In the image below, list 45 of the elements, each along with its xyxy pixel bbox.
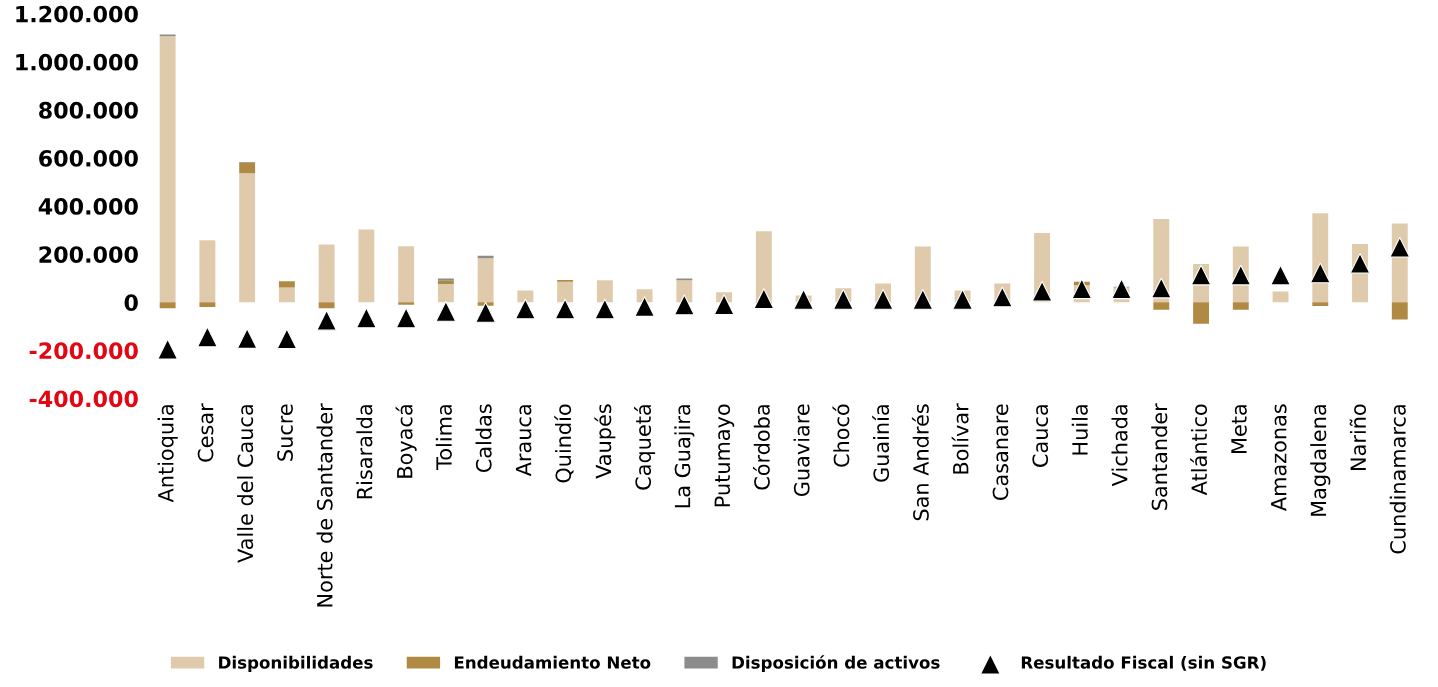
y-tick-label: 1.200.000 xyxy=(16,5,138,23)
x-tick-label: San Andrés xyxy=(911,404,929,521)
x-tick-label: Amazonas xyxy=(1271,404,1287,511)
y-tick-label: 200.000 xyxy=(39,246,138,263)
x-tick-label: Norte de Santander xyxy=(316,403,333,607)
x-tick-label: Caquetá xyxy=(634,405,656,490)
y-tick-label: 600.000 xyxy=(39,149,138,167)
x-tick-label: Bolívar xyxy=(951,403,969,474)
x-tick-label: Valle del Cauca xyxy=(237,405,254,563)
x-tick-label: Vaupés xyxy=(594,404,616,479)
x-tick-label: Caldas xyxy=(475,404,492,473)
y-tick-label: -400.000 xyxy=(29,390,138,408)
x-tick-label: Cundinamarca xyxy=(1389,405,1406,554)
x-tick-label: Huila xyxy=(1071,405,1088,455)
x-tick-label: Chocó xyxy=(832,404,850,467)
x-tick-label: Quindío xyxy=(554,404,574,483)
x-tick-label: Boyacá xyxy=(395,405,417,478)
x-tick-label: Magdalena xyxy=(1310,405,1331,516)
x-tick-label: Cesar xyxy=(197,403,214,462)
x-tick-label: Nariño xyxy=(1349,404,1367,470)
x-tick-label: Santander xyxy=(1151,403,1168,510)
y-tick-label: 800.000 xyxy=(39,101,138,119)
x-tick-label: Arauca xyxy=(515,405,532,477)
x-tick-label: Casanare xyxy=(992,404,1009,500)
legend-label: Disposición de activos xyxy=(732,655,940,672)
x-tick-label: Putumayo xyxy=(714,404,735,507)
y-tick-label: 0 xyxy=(124,294,138,312)
y-tick-label: 400.000 xyxy=(38,198,138,215)
x-tick-label: Tolima xyxy=(435,405,452,470)
legend-label: Disponibilidades xyxy=(219,655,373,672)
x-tick-label: Cauca xyxy=(1032,405,1049,467)
x-tick-label: Guainía xyxy=(872,405,890,482)
x-tick-label: Sucre xyxy=(277,404,293,461)
y-tick-label: 1.000.000 xyxy=(16,53,138,71)
x-tick-label: Guaviare xyxy=(793,404,810,497)
x-tick-label: Risaralda xyxy=(356,405,373,499)
legend-label: Resultado Fiscal (sin SGR) xyxy=(1021,655,1266,671)
x-tick-label: Atlántico xyxy=(1190,404,1208,496)
x-tick-label: Córdoba xyxy=(752,405,770,490)
legend-label: Endeudamiento Neto xyxy=(454,655,651,669)
x-tick-label: Vichada xyxy=(1111,405,1128,487)
x-tick-label: Meta xyxy=(1231,405,1247,454)
y-tick-label: -200.000 xyxy=(29,342,138,360)
x-tick-label: La Guajira xyxy=(674,405,695,508)
x-tick-label: Antioquia xyxy=(157,405,178,503)
